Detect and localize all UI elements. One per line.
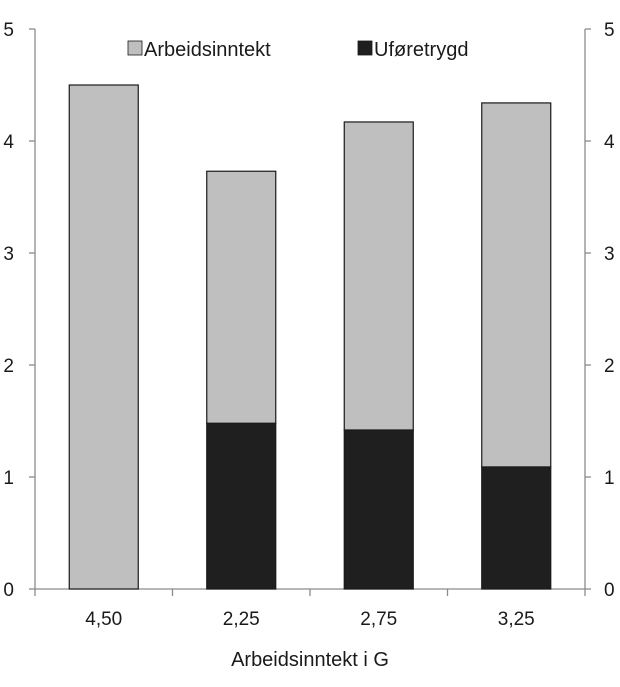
left-y-axis: 0 1 2 3 4 5	[3, 20, 36, 601]
bar-arbeidsinntekt-4-50	[68, 84, 139, 590]
bar-uforetrygd-2-25	[206, 422, 277, 590]
x-axis-title: Arbeidsinntekt i G	[231, 649, 389, 671]
right-y-axis: 0 1 2 3 4 5	[584, 20, 615, 601]
bar-arbeidsinntekt-2-75	[343, 121, 414, 431]
left-y-tick-label: 2	[3, 356, 14, 377]
right-y-tick-label: 3	[604, 244, 615, 265]
left-y-tick-label: 0	[3, 580, 14, 601]
x-axis: 4,50 2,25 2,75 3,25	[34, 588, 586, 630]
right-y-tick-label: 4	[604, 132, 615, 153]
x-tick-label: 2,75	[360, 609, 397, 630]
right-y-tick-label: 5	[604, 20, 615, 41]
left-y-tick-label: 1	[3, 468, 14, 489]
left-y-tick-label: 3	[3, 244, 14, 265]
left-y-tick-label: 4	[3, 132, 14, 153]
legend-label-uforetrygd: Uføretrygd	[374, 39, 468, 61]
left-y-tick-label: 5	[3, 20, 14, 41]
legend-label-arbeidsinntekt: Arbeidsinntekt	[144, 39, 271, 61]
x-tick-label: 3,25	[498, 609, 535, 630]
legend-swatch-arbeidsinntekt	[127, 40, 143, 56]
bar-arbeidsinntekt-2-25	[206, 170, 277, 424]
bar-arbeidsinntekt-3-25	[481, 102, 552, 468]
x-tick-label: 2,25	[223, 609, 260, 630]
legend: Arbeidsinntekt Uføretrygd	[127, 39, 468, 61]
x-tick-label: 4,50	[85, 609, 122, 630]
right-y-tick-label: 2	[604, 356, 615, 377]
legend-swatch-uforetrygd	[357, 40, 373, 56]
bars	[68, 84, 552, 590]
bar-uforetrygd-3-25	[481, 466, 552, 590]
right-y-tick-label: 1	[604, 468, 615, 489]
bar-uforetrygd-2-75	[343, 429, 414, 590]
right-y-tick-label: 0	[604, 580, 615, 601]
